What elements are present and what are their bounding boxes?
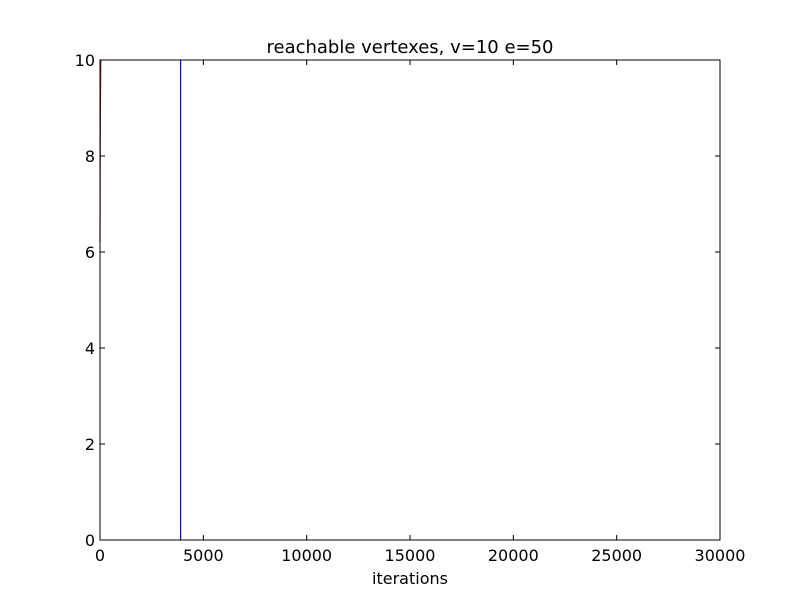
x-tick-label: 10000 [281,546,332,565]
axis-ticks: 0 5000 10000 15000 20000 25000 30000 0 2 4 6 8 10 [75,51,746,565]
x-tick-label: 20000 [488,546,539,565]
chart-title: reachable vertexes, v=10 e=50 [266,37,553,58]
y-tick-label: 10 [75,51,95,70]
x-tick-label: 25000 [591,546,642,565]
plot-frame [99,59,721,541]
x-tick-label: 5000 [183,546,224,565]
x-tick-label: 0 [95,546,105,565]
y-tick-label: 2 [85,435,95,454]
y-tick-label: 0 [85,531,95,550]
x-tick-label: 15000 [385,546,436,565]
y-tick-label: 6 [85,243,95,262]
y-tick-label: 8 [85,147,95,166]
x-axis-label: iterations [372,569,448,588]
x-tick-label: 30000 [695,546,746,565]
plot-area [99,59,182,540]
y-tick-label: 4 [85,339,95,358]
